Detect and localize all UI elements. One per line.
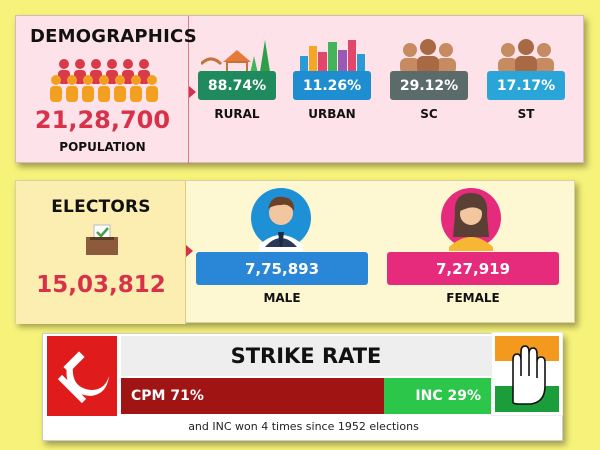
- electors-summary: ELECTORS 15,03,812: [16, 181, 186, 324]
- population-value: 21,28,700: [34, 106, 171, 134]
- st-percentage: 17.17%: [487, 71, 565, 100]
- sc-people-icon: [400, 39, 456, 74]
- urban-label: URBAN: [308, 107, 356, 121]
- arrow-icon: [186, 245, 193, 257]
- urban-city-icon: [300, 40, 365, 78]
- electors-total: 15,03,812: [36, 272, 166, 298]
- strike-rate-title: STRIKE RATE: [121, 336, 491, 376]
- female-label: FEMALE: [446, 291, 500, 305]
- st-people-icon: [498, 39, 554, 74]
- female-electors-value: 7,27,919: [387, 252, 559, 285]
- inc-strike-label: INC 29%: [415, 388, 481, 404]
- male-electors-value: 7,75,893: [196, 252, 368, 285]
- inc-strike-bar: INC 29%: [384, 378, 491, 414]
- arrow-icon: [189, 86, 196, 98]
- demographics-panel: DEMOGRAPHICS 21,28,700 POPULATION 88.74%…: [15, 15, 584, 164]
- st-label: ST: [517, 107, 535, 121]
- female-avatar-icon: [441, 188, 501, 251]
- male-label: MALE: [263, 291, 301, 305]
- rural-percentage: 88.74%: [198, 71, 276, 100]
- ballot-box-icon: [86, 224, 118, 255]
- cpm-strike-label: CPM 71%: [131, 388, 204, 404]
- cpm-strike-bar: CPM 71%: [121, 378, 384, 414]
- sc-label: SC: [420, 107, 438, 121]
- strike-rate-footnote: and INC won 4 times since 1952 elections: [188, 420, 419, 433]
- male-avatar-icon: [251, 188, 311, 251]
- population-summary: DEMOGRAPHICS 21,28,700 POPULATION: [16, 16, 197, 164]
- urban-percentage: 11.26%: [293, 71, 371, 100]
- rural-label: RURAL: [214, 107, 260, 121]
- sc-percentage: 29.12%: [390, 71, 468, 100]
- population-label: POPULATION: [59, 140, 146, 154]
- electors-panel: ELECTORS 15,03,812 7,75,893 MALE 7,27,91…: [15, 180, 575, 324]
- electors-title: ELECTORS: [51, 197, 151, 217]
- congress-hand-icon: [491, 332, 563, 416]
- hammer-sickle-icon: [47, 336, 117, 416]
- population-crowd-icon: [50, 59, 158, 102]
- strike-rate-panel: STRIKE RATE CPM 71% INC 29% and INC won …: [42, 332, 563, 441]
- demographics-title: DEMOGRAPHICS: [30, 26, 197, 47]
